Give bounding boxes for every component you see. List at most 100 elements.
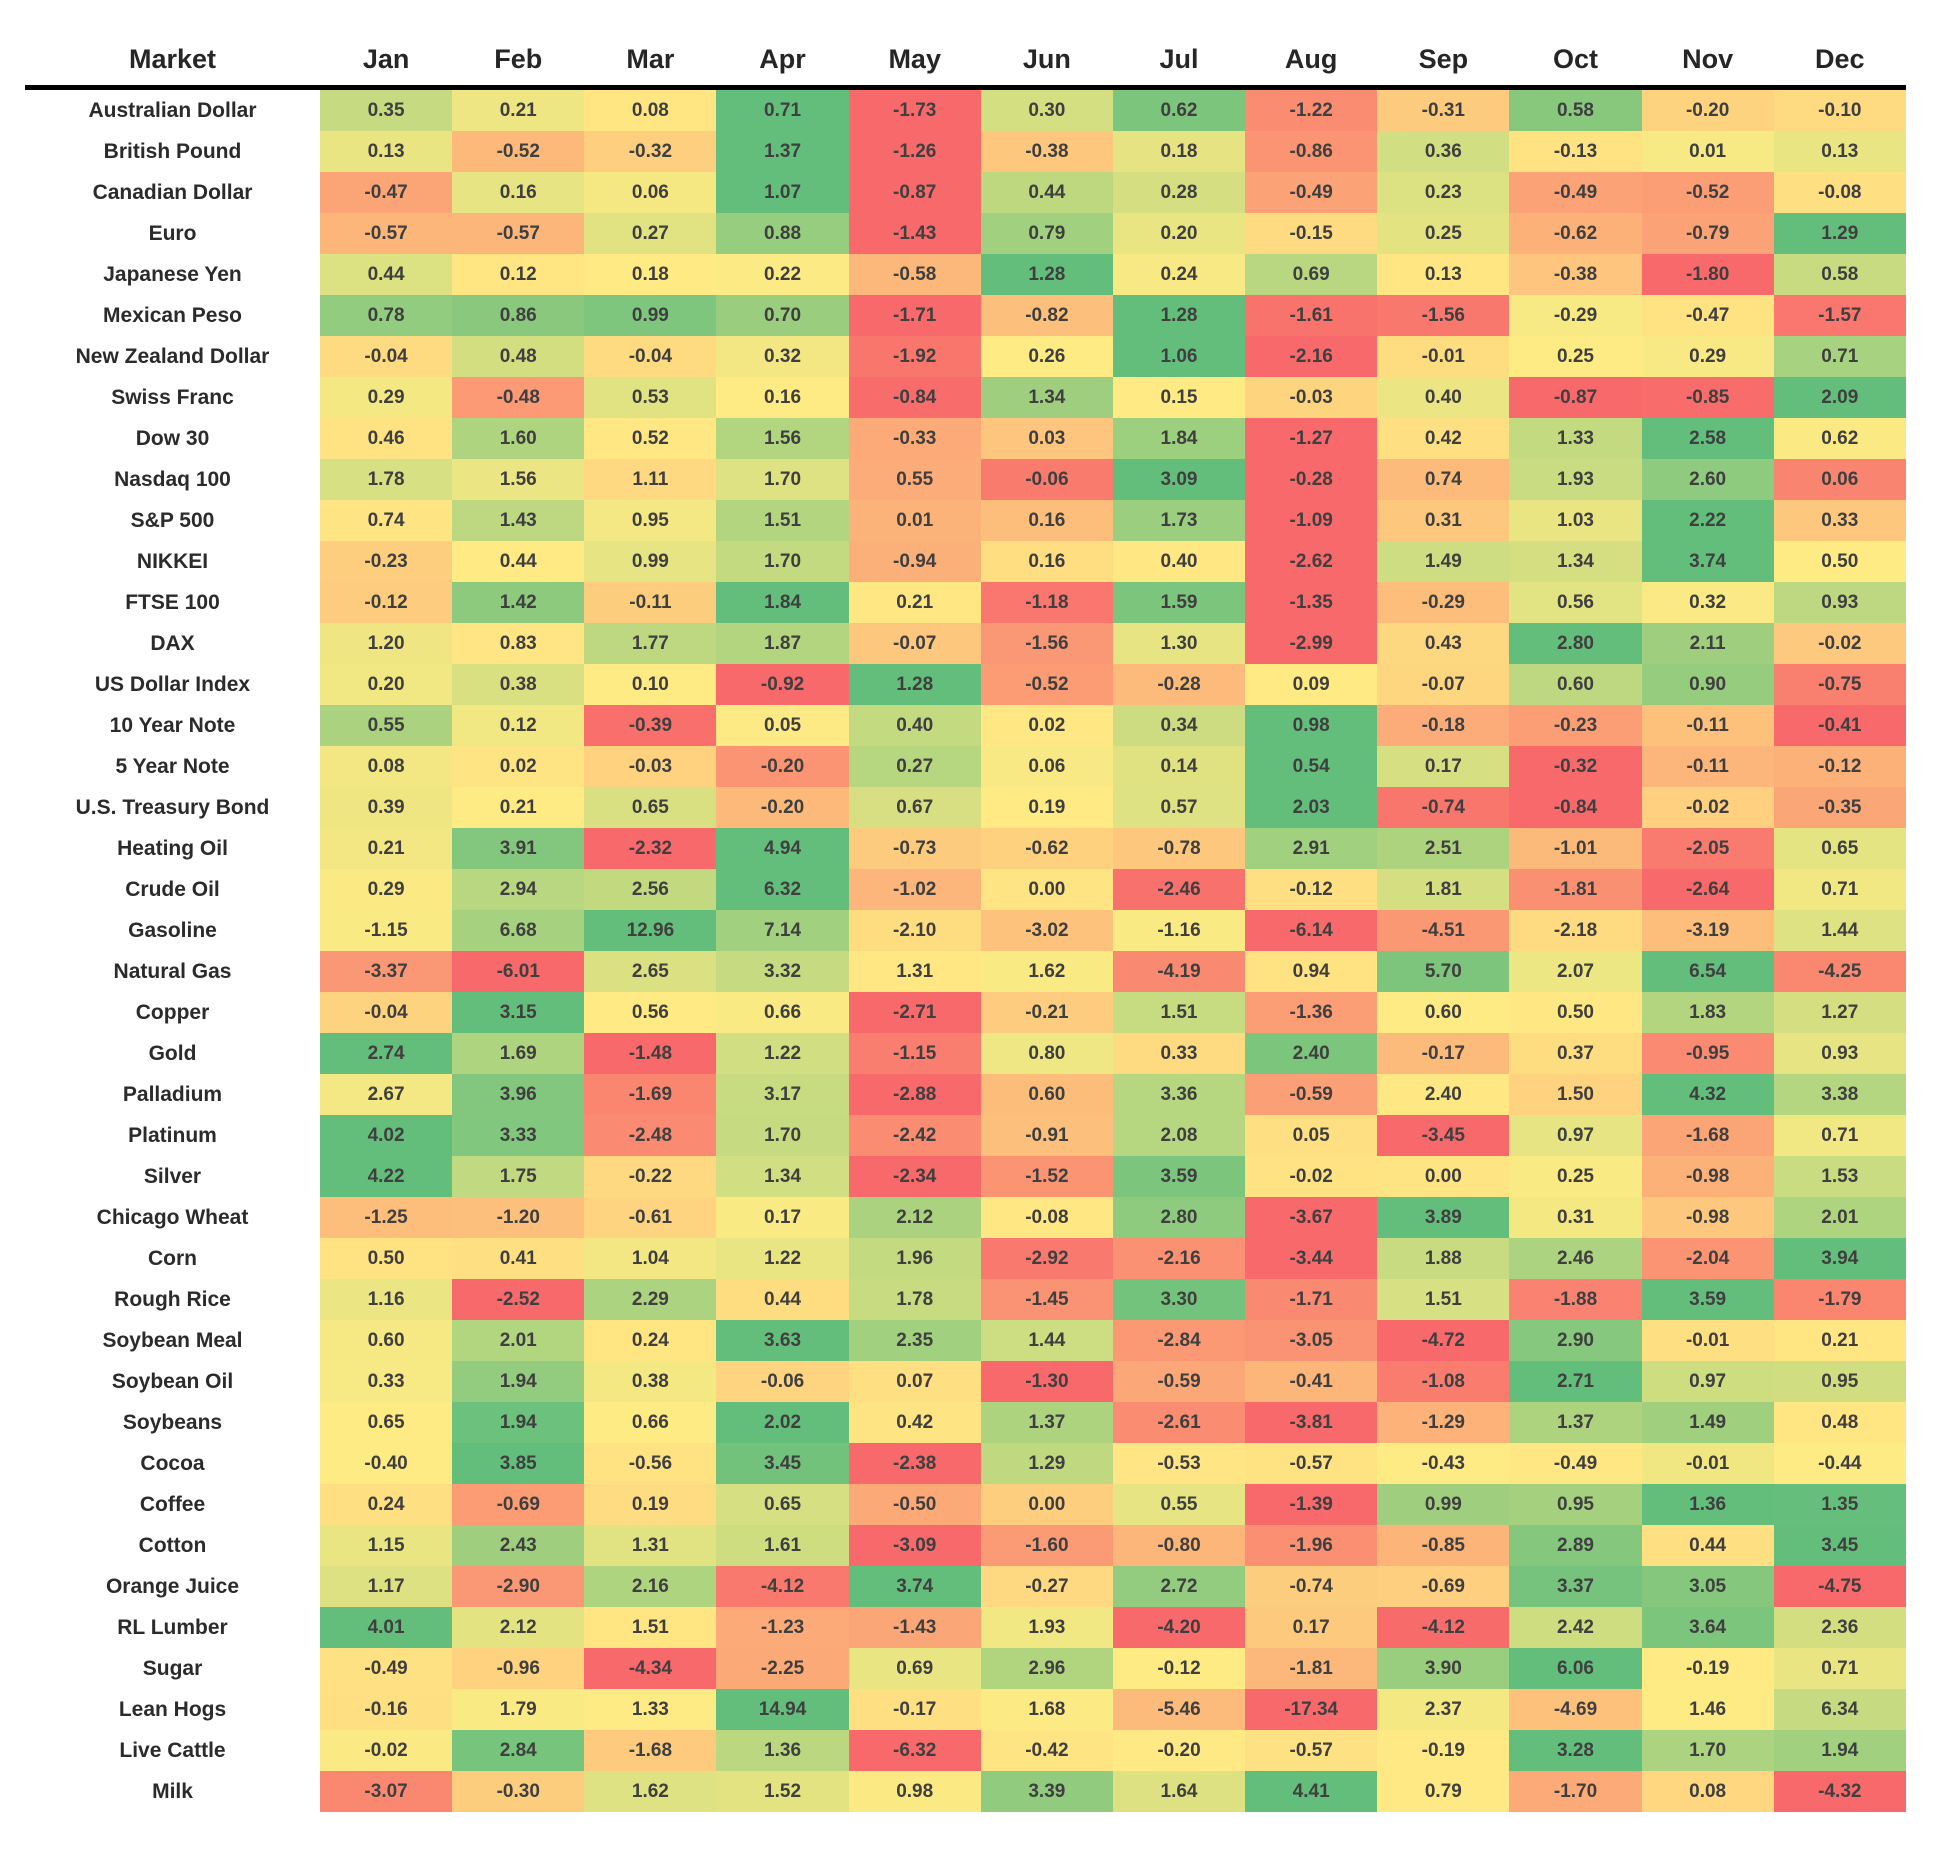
- cell-corn-sep: 1.88: [1377, 1238, 1510, 1279]
- cell-dax-mar: 1.77: [584, 623, 717, 664]
- cell-10-year-note-jun: 0.02: [980, 705, 1113, 746]
- cell-gasoline-mar: 12.96: [584, 910, 717, 951]
- cell-swiss-franc-oct: -0.87: [1509, 377, 1642, 418]
- cell-corn-feb: 0.41: [452, 1238, 585, 1279]
- cell-us-dollar-index-mar: 0.10: [584, 664, 717, 705]
- cell-new-zealand-dollar-feb: 0.48: [452, 336, 585, 377]
- cell-japanese-yen-sep: 0.13: [1377, 254, 1510, 295]
- cell-swiss-franc-may: -0.84: [848, 377, 981, 418]
- cell-soybean-meal-jun: 1.44: [980, 1320, 1113, 1361]
- cell-5-year-note-sep: 0.17: [1377, 746, 1510, 787]
- cell-orange-juice-dec: -4.75: [1773, 1566, 1906, 1607]
- cell-5-year-note-feb: 0.02: [452, 746, 585, 787]
- cell-ftse-100-mar: -0.11: [584, 582, 717, 623]
- cell-silver-aug: -0.02: [1245, 1156, 1378, 1197]
- row-label-chicago-wheat: Chicago Wheat: [25, 1197, 320, 1238]
- cell-crude-oil-aug: -0.12: [1245, 869, 1378, 910]
- cell-coffee-sep: 0.99: [1377, 1484, 1510, 1525]
- cell-heating-oil-jun: -0.62: [980, 828, 1113, 869]
- cell-silver-oct: 0.25: [1509, 1156, 1642, 1197]
- cell-corn-jul: -2.16: [1112, 1238, 1246, 1279]
- cell-chicago-wheat-sep: 3.89: [1377, 1197, 1510, 1238]
- cell-euro-jul: 0.20: [1112, 213, 1246, 254]
- cell-s-p-500-aug: -1.09: [1245, 500, 1378, 541]
- cell-milk-jan: -3.07: [320, 1771, 453, 1812]
- cell-gasoline-jan: -1.15: [320, 910, 453, 951]
- cell-canadian-dollar-jun: 0.44: [980, 172, 1113, 213]
- cell-nasdaq-100-sep: 0.74: [1377, 459, 1510, 500]
- cell-heating-oil-jan: 0.21: [320, 828, 453, 869]
- cell-cotton-nov: 0.44: [1641, 1525, 1774, 1566]
- cell-heating-oil-may: -0.73: [848, 828, 981, 869]
- row-label-dow-30: Dow 30: [25, 418, 320, 459]
- cell-soybeans-apr: 2.02: [716, 1402, 849, 1443]
- cell-mexican-peso-aug: -1.61: [1245, 295, 1378, 336]
- cell-nasdaq-100-oct: 1.93: [1509, 459, 1642, 500]
- cell-s-p-500-jul: 1.73: [1112, 500, 1246, 541]
- cell-silver-mar: -0.22: [584, 1156, 717, 1197]
- row-label-gold: Gold: [25, 1033, 320, 1074]
- cell-coffee-dec: 1.35: [1773, 1484, 1906, 1525]
- cell-canadian-dollar-jan: -0.47: [320, 172, 453, 213]
- cell-nikkei-may: -0.94: [848, 541, 981, 582]
- row-label-euro: Euro: [25, 213, 320, 254]
- cell-orange-juice-mar: 2.16: [584, 1566, 717, 1607]
- cell-us-dollar-index-nov: 0.90: [1641, 664, 1774, 705]
- cell-rough-rice-nov: 3.59: [1641, 1279, 1774, 1320]
- cell-orange-juice-jun: -0.27: [980, 1566, 1113, 1607]
- cell-british-pound-jan: 0.13: [320, 131, 453, 172]
- cell-coffee-aug: -1.39: [1245, 1484, 1378, 1525]
- cell-gold-aug: 2.40: [1245, 1033, 1378, 1074]
- cell-rough-rice-dec: -1.79: [1773, 1279, 1906, 1320]
- cell-soybean-meal-apr: 3.63: [716, 1320, 849, 1361]
- cell-british-pound-jul: 0.18: [1112, 131, 1246, 172]
- cell-cocoa-dec: -0.44: [1773, 1443, 1906, 1484]
- cell-orange-juice-jul: 2.72: [1112, 1566, 1246, 1607]
- cell-cotton-oct: 2.89: [1509, 1525, 1642, 1566]
- cell-cocoa-mar: -0.56: [584, 1443, 717, 1484]
- cell-heating-oil-jul: -0.78: [1112, 828, 1246, 869]
- cell-cocoa-aug: -0.57: [1245, 1443, 1378, 1484]
- cell-mexican-peso-nov: -0.47: [1641, 295, 1774, 336]
- cell-coffee-jul: 0.55: [1112, 1484, 1246, 1525]
- row-label-nikkei: NIKKEI: [25, 541, 320, 582]
- cell-platinum-jan: 4.02: [320, 1115, 453, 1156]
- cell-rough-rice-feb: -2.52: [452, 1279, 585, 1320]
- cell-crude-oil-mar: 2.56: [584, 869, 717, 910]
- cell-mexican-peso-oct: -0.29: [1509, 295, 1642, 336]
- cell-swiss-franc-nov: -0.85: [1641, 377, 1774, 418]
- cell-sugar-oct: 6.06: [1509, 1648, 1642, 1689]
- cell-british-pound-nov: 0.01: [1641, 131, 1774, 172]
- cell-10-year-note-oct: -0.23: [1509, 705, 1642, 746]
- cell-gold-apr: 1.22: [716, 1033, 849, 1074]
- cell-soybean-oil-sep: -1.08: [1377, 1361, 1510, 1402]
- row-label-heating-oil: Heating Oil: [25, 828, 320, 869]
- cell-10-year-note-feb: 0.12: [452, 705, 585, 746]
- column-header-jul: Jul: [1159, 44, 1199, 74]
- cell-gasoline-nov: -3.19: [1641, 910, 1774, 951]
- cell-new-zealand-dollar-aug: -2.16: [1245, 336, 1378, 377]
- cell-cotton-feb: 2.43: [452, 1525, 585, 1566]
- cell-nikkei-feb: 0.44: [452, 541, 585, 582]
- cell-rl-lumber-feb: 2.12: [452, 1607, 585, 1648]
- cell-ftse-100-dec: 0.93: [1773, 582, 1906, 623]
- cell-palladium-sep: 2.40: [1377, 1074, 1510, 1115]
- cell-mexican-peso-jul: 1.28: [1112, 295, 1246, 336]
- row-label-canadian-dollar: Canadian Dollar: [25, 172, 320, 213]
- cell-swiss-franc-jan: 0.29: [320, 377, 453, 418]
- cell-cotton-sep: -0.85: [1377, 1525, 1510, 1566]
- cell-cocoa-jun: 1.29: [980, 1443, 1113, 1484]
- cell-australian-dollar-jan: 0.35: [320, 90, 453, 131]
- cell-copper-dec: 1.27: [1773, 992, 1906, 1033]
- cell-corn-may: 1.96: [848, 1238, 981, 1279]
- cell-10-year-note-nov: -0.11: [1641, 705, 1774, 746]
- column-header-may: May: [888, 44, 941, 74]
- column-header-jun: Jun: [1022, 44, 1071, 74]
- cell-rl-lumber-mar: 1.51: [584, 1607, 717, 1648]
- row-label-5-year-note: 5 Year Note: [25, 746, 320, 787]
- cell-euro-may: -1.43: [848, 213, 981, 254]
- cell-10-year-note-aug: 0.98: [1245, 705, 1378, 746]
- cell-british-pound-may: -1.26: [848, 131, 981, 172]
- cell-euro-feb: -0.57: [452, 213, 585, 254]
- cell-soybeans-may: 0.42: [848, 1402, 981, 1443]
